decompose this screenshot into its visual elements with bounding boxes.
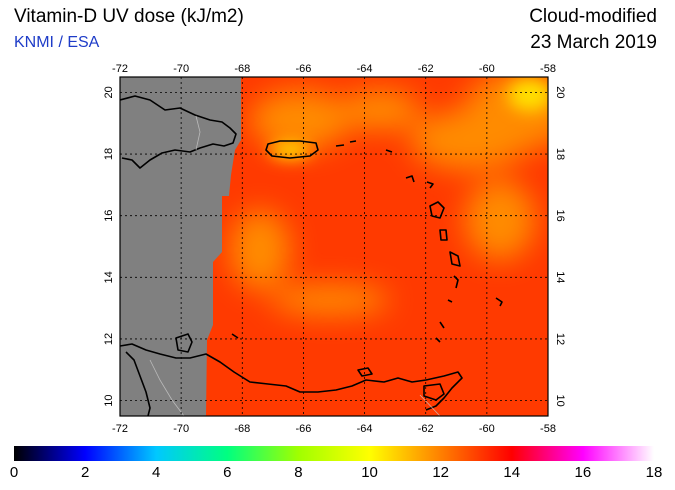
- colorbar-tick-label: 12: [432, 464, 449, 481]
- colorbar-tick-label: 14: [503, 464, 521, 481]
- lon-tick-top-label: -68: [234, 63, 250, 75]
- lon-tick-bottom-label: -64: [357, 423, 373, 435]
- lon-tick-top-label: -72: [112, 63, 128, 75]
- lon-ticks-bottom: -72 -70 -68 -66 -64 -62 -60 -58: [112, 423, 556, 435]
- lat-ticks-left: 10 12 14 16 18 20: [103, 86, 115, 406]
- colorbar-tick-label: 0: [9, 464, 19, 481]
- hispaniola-coast: [120, 95, 237, 169]
- colorbar-tick-label: 4: [152, 464, 161, 481]
- lat-tick-right-label: 20: [554, 86, 566, 98]
- lon-tick-bottom-label: -70: [173, 423, 189, 435]
- lat-tick-left-label: 18: [103, 148, 115, 160]
- colorbar-tick-label: 16: [574, 464, 592, 481]
- date-label: 23 March 2019: [530, 32, 657, 53]
- martinique: [449, 251, 461, 267]
- mode-label: Cloud-modified: [529, 6, 657, 27]
- lat-tick-right-label: 16: [554, 210, 566, 222]
- lon-ticks-top: -72 -70 -68 -66 -64 -62 -60 -58: [112, 63, 556, 75]
- lat-tick-left-label: 14: [103, 271, 115, 283]
- lat-tick-left-label: 10: [103, 394, 115, 406]
- colorbar-tick-label: 8: [294, 464, 303, 481]
- guadeloupe: [429, 201, 445, 219]
- colorbar-tick-label: 10: [361, 464, 378, 481]
- coastlines: [120, 95, 503, 416]
- anguilla: [385, 149, 393, 153]
- lon-tick-top-label: -70: [173, 63, 189, 75]
- lake-maracaibo: [125, 351, 151, 416]
- lon-tick-top-label: -62: [418, 63, 434, 75]
- lon-tick-top-label: -58: [540, 63, 556, 75]
- political-borders: [149, 115, 441, 416]
- barbados: [495, 297, 503, 307]
- graticule: [120, 77, 548, 416]
- dominica: [439, 229, 448, 241]
- lon-tick-bottom-label: -62: [418, 423, 434, 435]
- map-field: [120, 77, 548, 416]
- virgin-islands: [335, 140, 357, 147]
- trinidad: [423, 383, 445, 401]
- lat-tick-left-label: 20: [103, 86, 115, 98]
- lon-tick-top-label: -60: [479, 63, 495, 75]
- lon-tick-bottom-label: -68: [234, 423, 250, 435]
- lon-tick-top-label: -66: [295, 63, 311, 75]
- lon-tick-bottom-label: -66: [295, 423, 311, 435]
- colorbar-tick-label: 2: [80, 464, 90, 481]
- lat-tick-left-label: 16: [103, 210, 115, 222]
- dose-high-patches: [230, 77, 548, 315]
- lon-tick-bottom-label: -60: [479, 423, 495, 435]
- lat-tick-right-label: 12: [554, 333, 566, 345]
- map-title: Vitamin-D UV dose (kJ/m2): [14, 6, 244, 27]
- lat-tick-right-label: 18: [554, 148, 566, 160]
- no-data-region: [120, 77, 241, 416]
- lon-tick-bottom-label: -58: [540, 423, 556, 435]
- aruba-curacao: [175, 333, 239, 353]
- lon-tick-top-label: -64: [357, 63, 373, 75]
- lat-ticks-right: 10 12 14 16 18 20: [554, 86, 566, 406]
- lon-tick-bottom-label: -72: [112, 423, 128, 435]
- colorbar: [14, 446, 654, 461]
- lat-tick-right-label: 10: [554, 394, 566, 406]
- credit-label: KNMI / ESA: [14, 34, 100, 51]
- lat-tick-right-label: 14: [554, 271, 566, 283]
- st-vincent: [447, 299, 453, 303]
- colorbar-tick-label: 6: [223, 464, 232, 481]
- puerto-rico-coast: [265, 140, 319, 159]
- colorbar-tick-label: 18: [645, 464, 663, 481]
- barbuda-antigua: [405, 175, 434, 189]
- venezuela-coast: [120, 343, 463, 411]
- map-frame: [119, 76, 549, 417]
- lat-tick-left-label: 12: [103, 333, 115, 345]
